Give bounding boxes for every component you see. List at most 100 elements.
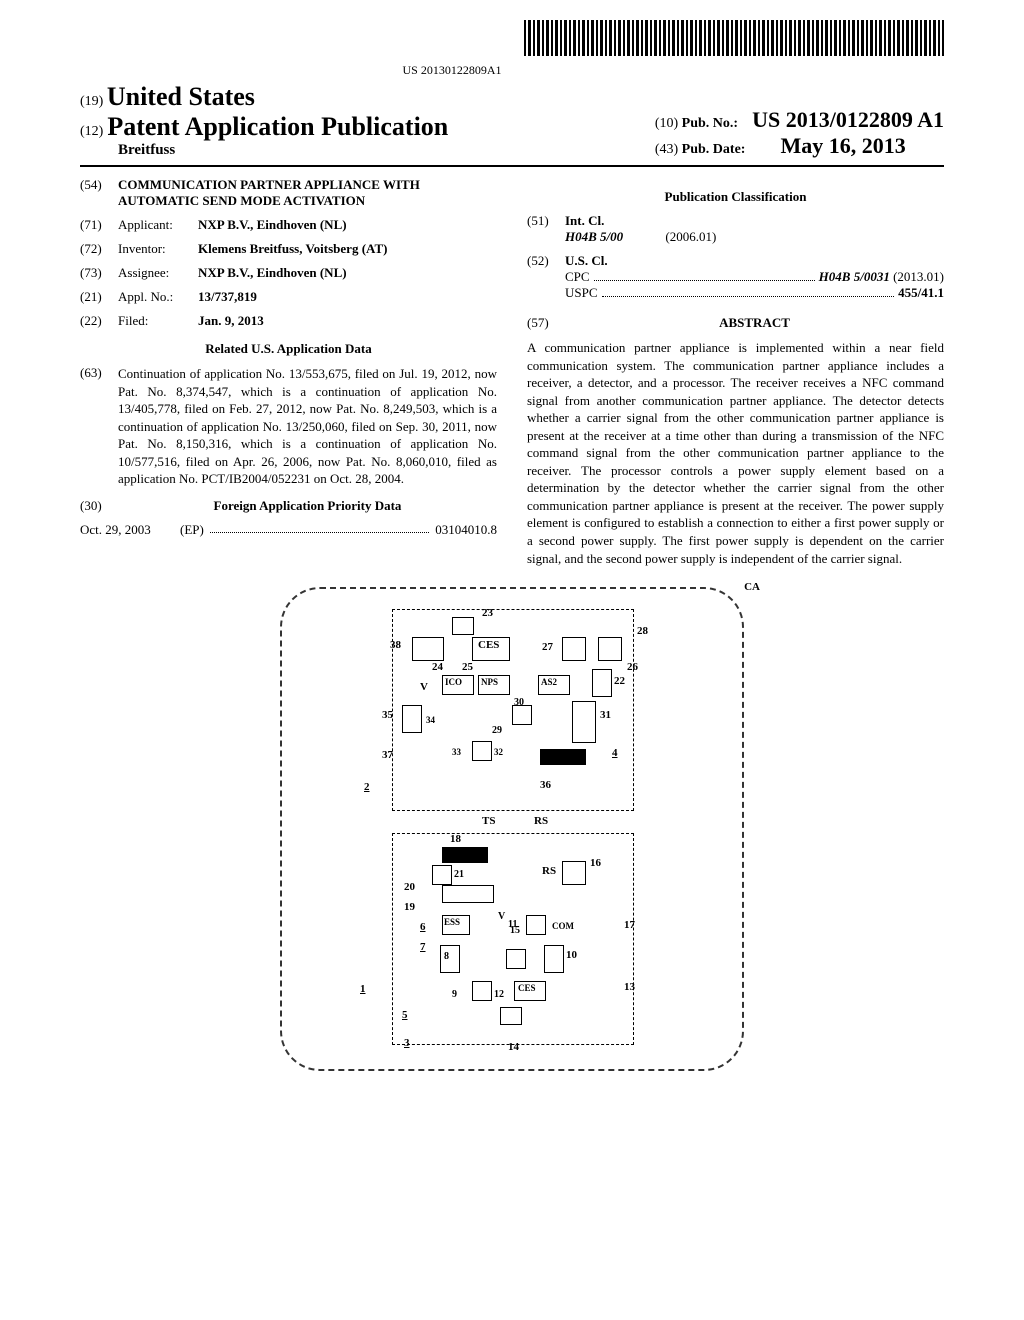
inid-10: (10) <box>655 116 678 131</box>
patent-figure: CA 23 28 38 CES 24 25 27 26 V ICO NPS AS… <box>280 587 744 1071</box>
intcl-label: Int. Cl. <box>565 213 944 229</box>
fig-label-5: 5 <box>402 1009 408 1021</box>
intcl-version: (2006.01) <box>665 229 716 244</box>
fig-label-34: 34 <box>426 715 435 725</box>
inid-51: (51) <box>527 213 565 245</box>
fig-label-28: 28 <box>637 625 648 637</box>
fig-label-v: V <box>420 681 428 693</box>
fig-label-1: 1 <box>360 983 366 995</box>
fig-label-as2: AS2 <box>541 677 557 687</box>
dotted-leader <box>602 296 895 297</box>
fig-box <box>440 945 460 973</box>
fig-box <box>442 885 494 903</box>
dotted-leader <box>210 522 429 533</box>
applno-label: Appl. No.: <box>118 289 198 305</box>
fig-label-rs2: RS <box>542 865 556 877</box>
priority-number: 03104010.8 <box>435 522 497 538</box>
assignee-label: Assignee: <box>118 265 198 281</box>
dotted-leader <box>594 280 815 281</box>
fig-label-25: 25 <box>462 661 473 673</box>
filed-row: (22) Filed: Jan. 9, 2013 <box>80 313 497 329</box>
fig-label-ts: TS <box>482 815 495 827</box>
inid-72: (72) <box>80 241 118 257</box>
classification-heading: Publication Classification <box>527 189 944 205</box>
applno-row: (21) Appl. No.: 13/737,819 <box>80 289 497 305</box>
intcl-code: H04B 5/00 <box>565 229 623 244</box>
fig-box <box>402 705 422 733</box>
fig-box <box>512 705 532 725</box>
inid-71: (71) <box>80 217 118 233</box>
fig-label-2: 2 <box>364 781 370 793</box>
fig-box <box>472 741 492 761</box>
fig-box <box>452 617 474 635</box>
fig-label-v2: V <box>498 911 505 922</box>
intcl-row: (51) Int. Cl. H04B 5/00 (2006.01) <box>527 213 944 245</box>
fig-label-19: 19 <box>404 901 415 913</box>
fig-label-29: 29 <box>492 725 502 736</box>
fig-label-26: 26 <box>627 661 638 673</box>
priority-date: Oct. 29, 2003 <box>80 522 180 538</box>
assignee-text: NXP B.V., Eindhoven (NL) <box>198 265 497 281</box>
fig-label-32: 32 <box>494 747 503 757</box>
filed-text: Jan. 9, 2013 <box>198 313 497 329</box>
fig-box <box>412 637 444 661</box>
fig-label-8: 8 <box>444 951 449 962</box>
inid-19: (19) <box>80 94 103 109</box>
continuation-row: (63) Continuation of application No. 13/… <box>80 365 497 488</box>
abstract-heading: ABSTRACT <box>565 315 944 331</box>
inid-12: (12) <box>80 124 103 139</box>
cpc-label: CPC <box>565 269 590 285</box>
pub-type-line: (12) Patent Application Publication <box>80 112 448 142</box>
abstract-heading-row: (57) ABSTRACT <box>527 315 944 331</box>
uscl-label: U.S. Cl. <box>565 253 944 269</box>
intcl-code-row: H04B 5/00 (2006.01) <box>565 229 944 245</box>
fig-label-27: 27 <box>542 641 553 653</box>
fig-label-13: 13 <box>624 981 635 993</box>
fig-box <box>442 847 488 863</box>
cpc-code: H04B 5/0031 <box>819 269 890 284</box>
figure-area: CA 23 28 38 CES 24 25 27 26 V ICO NPS AS… <box>80 587 944 1076</box>
fig-label-12: 12 <box>494 989 504 1000</box>
uscl-row: (52) U.S. Cl. CPC H04B 5/0031 (2013.01) … <box>527 253 944 301</box>
inventor-row: (72) Inventor: Klemens Breitfuss, Voitsb… <box>80 241 497 257</box>
fig-label-31: 31 <box>600 709 611 721</box>
inid-57: (57) <box>527 315 565 331</box>
filed-value: Jan. 9, 2013 <box>198 313 264 328</box>
fig-label-ces: CES <box>478 639 499 651</box>
applno-text: 13/737,819 <box>198 289 497 305</box>
header: (19) United States (12) Patent Applicati… <box>80 82 944 167</box>
applicant-name: NXP B.V., Eindhoven (NL) <box>198 217 347 232</box>
fig-label-16: 16 <box>590 857 601 869</box>
fig-label-nps: NPS <box>481 677 498 687</box>
applicant-label: Applicant: <box>118 217 198 233</box>
fig-label-ca: CA <box>744 581 760 593</box>
inventor-label: Inventor: <box>118 241 198 257</box>
country-name: United States <box>107 82 255 111</box>
fig-label-23: 23 <box>482 607 493 619</box>
applicant-text: NXP B.V., Eindhoven (NL) <box>198 217 497 233</box>
fig-box <box>562 637 586 661</box>
foreign-heading: Foreign Application Priority Data <box>118 498 497 514</box>
title-row: (54) COMMUNICATION PARTNER APPLIANCE WIT… <box>80 177 497 209</box>
author-name: Breitfuss <box>118 142 448 159</box>
pub-no: US 2013/0122809 A1 <box>752 107 944 132</box>
inventor-name: Klemens Breitfuss, Voitsberg (AT) <box>198 241 387 256</box>
fig-label-9: 9 <box>452 989 457 1000</box>
abstract-text: A communication partner appliance is imp… <box>527 339 944 567</box>
fig-box <box>544 945 564 973</box>
fig-label-33: 33 <box>452 747 461 757</box>
invention-title: COMMUNICATION PARTNER APPLIANCE WITH AUT… <box>118 177 497 209</box>
pub-date: May 16, 2013 <box>780 133 905 158</box>
filed-label: Filed: <box>118 313 198 329</box>
pub-type: Patent Application Publication <box>107 112 448 141</box>
fig-label-ces2: CES <box>518 983 536 993</box>
fig-label-35: 35 <box>382 709 393 721</box>
fig-label-14: 14 <box>508 1041 519 1053</box>
inventor-text: Klemens Breitfuss, Voitsberg (AT) <box>198 241 497 257</box>
uspc-row: USPC 455/41.1 <box>565 285 944 301</box>
pub-no-label: Pub. No.: <box>682 116 738 131</box>
fig-box <box>598 637 622 661</box>
inid-73: (73) <box>80 265 118 281</box>
fig-label-30: 30 <box>514 697 524 708</box>
fig-label-3: 3 <box>404 1037 410 1049</box>
